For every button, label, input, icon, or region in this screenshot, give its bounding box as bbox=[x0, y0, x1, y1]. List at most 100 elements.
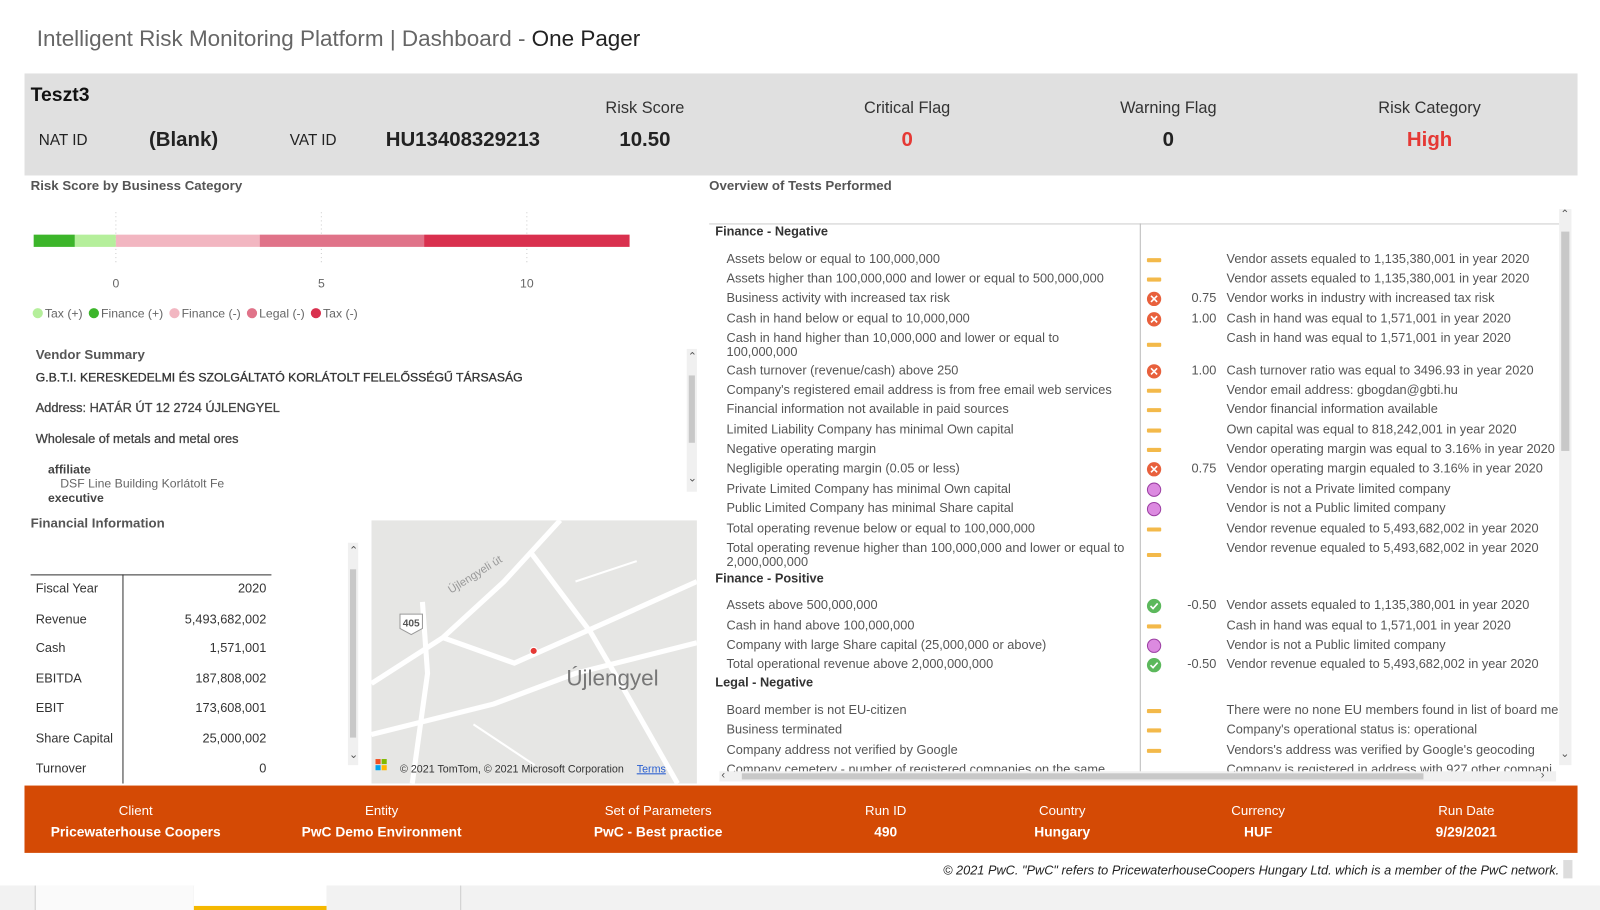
status-cell bbox=[1140, 462, 1169, 478]
warning-dash bbox=[1146, 428, 1162, 433]
status-icon bbox=[1146, 462, 1162, 477]
warning-dash bbox=[1146, 728, 1162, 733]
test-result: Company's operational status is: operati… bbox=[1226, 722, 1478, 737]
scrollbar[interactable] bbox=[686, 348, 697, 492]
status-icon bbox=[1146, 708, 1162, 713]
status-icon bbox=[1146, 342, 1162, 348]
test-name: Cash in hand higher than 10,000,000 and … bbox=[726, 330, 1060, 360]
test-name: Limited Liability Company has minimal Ow… bbox=[726, 422, 1014, 437]
test-row: Company's registered email address is fr… bbox=[709, 381, 1559, 401]
info-circle bbox=[1146, 638, 1162, 653]
status-icon bbox=[1146, 728, 1162, 733]
table-rule bbox=[30, 574, 272, 576]
scroll-right[interactable]: › bbox=[1540, 769, 1545, 782]
fail-cross bbox=[1150, 466, 1158, 474]
scroll-down[interactable]: ⌄ bbox=[348, 748, 359, 762]
test-name: Company's registered email address is fr… bbox=[726, 382, 1112, 397]
status-icon bbox=[1146, 428, 1162, 433]
test-row: Negligible operating margin (0.05 or les… bbox=[709, 460, 1559, 480]
test-result: Vendor revenue equaled to 5,493,682,002 … bbox=[1226, 520, 1539, 536]
scroll-down[interactable]: ⌄ bbox=[687, 472, 698, 485]
test-name: Cash turnover (revenue/cash) above 250 bbox=[726, 362, 959, 378]
score bbox=[1168, 618, 1216, 634]
score: 0.75 bbox=[1191, 461, 1217, 476]
kpi-value: High bbox=[1406, 128, 1453, 151]
scroll-down[interactable]: ⌄ bbox=[1560, 747, 1570, 761]
status-cell bbox=[1140, 742, 1169, 758]
status-icon bbox=[1146, 277, 1162, 282]
legend-label: Legal (-) bbox=[259, 306, 305, 320]
status-cell bbox=[1140, 657, 1169, 673]
row-value: 5,493,682,002 bbox=[184, 612, 267, 627]
legend-label: Finance (+) bbox=[101, 306, 163, 320]
row-label: Revenue bbox=[35, 612, 87, 627]
company-name: Teszt3 bbox=[30, 84, 90, 107]
test-result: Cash in hand was equal to 1,571,001 in y… bbox=[1226, 330, 1511, 346]
test-name: Assets below or equal to 100,000,000 bbox=[726, 251, 940, 266]
legend-marker bbox=[169, 308, 180, 319]
warning-dash bbox=[1146, 526, 1162, 532]
score bbox=[1168, 331, 1216, 360]
status-icon bbox=[1146, 748, 1162, 753]
group-header: Finance - Positive bbox=[715, 570, 824, 586]
bar-segment bbox=[33, 234, 75, 247]
test-row: Private Limited Company has minimal Own … bbox=[709, 480, 1559, 500]
row-value: 173,608,001 bbox=[195, 700, 267, 716]
status-icon bbox=[1146, 482, 1162, 497]
scroll-up[interactable]: ⌃ bbox=[687, 350, 698, 364]
map[interactable]: 405 Újlengyeli út Újlengyel © 2021 TomTo… bbox=[371, 520, 697, 784]
run-label: Run ID bbox=[865, 802, 907, 819]
info-circle bbox=[1146, 502, 1162, 517]
score bbox=[1168, 422, 1216, 438]
status-cell bbox=[1140, 331, 1169, 360]
status-cell bbox=[1140, 481, 1169, 497]
test-name: Board member is not EU-citizen bbox=[726, 702, 907, 718]
status-icon bbox=[1146, 638, 1162, 653]
scroll-left[interactable]: ‹ bbox=[721, 769, 726, 782]
map-terms[interactable]: Terms bbox=[637, 763, 666, 775]
score bbox=[1168, 501, 1216, 517]
id-value: (Blank) bbox=[148, 128, 219, 151]
scroll-up[interactable]: ⌃ bbox=[348, 544, 359, 558]
fail-cross bbox=[1150, 315, 1158, 323]
relation-role: executive bbox=[47, 490, 104, 505]
run-value: 490 bbox=[874, 824, 898, 840]
test-row: Total operating revenue higher than 100,… bbox=[709, 539, 1559, 571]
score: 0.75 bbox=[1191, 291, 1217, 306]
run-label: Client bbox=[118, 802, 153, 819]
tab[interactable] bbox=[34, 885, 195, 910]
row-value: 0 bbox=[259, 761, 267, 776]
scrollbar[interactable] bbox=[347, 542, 359, 766]
vendor-summary: Vendor Summary G.B.T.I. KERESKEDELMI ÉS … bbox=[31, 345, 699, 508]
scroll-up[interactable]: ⌃ bbox=[1560, 208, 1570, 221]
test-result: Vendor assets equaled to 1,135,380,001 i… bbox=[1226, 598, 1530, 613]
status-cell bbox=[1140, 291, 1169, 307]
tab[interactable] bbox=[193, 885, 327, 910]
tab[interactable] bbox=[328, 885, 462, 910]
status-icon bbox=[1146, 292, 1162, 307]
score bbox=[1168, 252, 1216, 268]
test-result: Vendor is not a Public limited company bbox=[1226, 637, 1446, 652]
scrollbar[interactable] bbox=[1559, 209, 1572, 766]
divider bbox=[709, 223, 1560, 225]
run-value: HUF bbox=[1243, 824, 1273, 840]
status-cell bbox=[1140, 442, 1169, 458]
legend-marker bbox=[32, 308, 43, 319]
test-name: Cash in hand above 100,000,000 bbox=[726, 617, 915, 633]
test-result: Own capital was equal to 818,242,001 in … bbox=[1226, 422, 1517, 437]
row-value: 1,571,001 bbox=[209, 640, 267, 655]
test-name: Assets higher than 100,000,000 and lower… bbox=[726, 271, 1104, 286]
row-label: Fiscal Year bbox=[35, 581, 99, 596]
x-tick-label: 5 bbox=[318, 277, 325, 291]
legend-label: Tax (-) bbox=[323, 306, 358, 320]
status-cell bbox=[1140, 402, 1169, 418]
bar-segment bbox=[115, 234, 260, 247]
scrollbar[interactable] bbox=[719, 771, 1557, 782]
kpi-value: 0 bbox=[901, 128, 913, 151]
test-row: Public Limited Company has minimal Share… bbox=[709, 499, 1559, 519]
status-icon bbox=[1146, 658, 1162, 673]
bar-segment bbox=[424, 234, 630, 247]
status-icon bbox=[1146, 447, 1162, 453]
status-icon bbox=[1146, 599, 1162, 614]
